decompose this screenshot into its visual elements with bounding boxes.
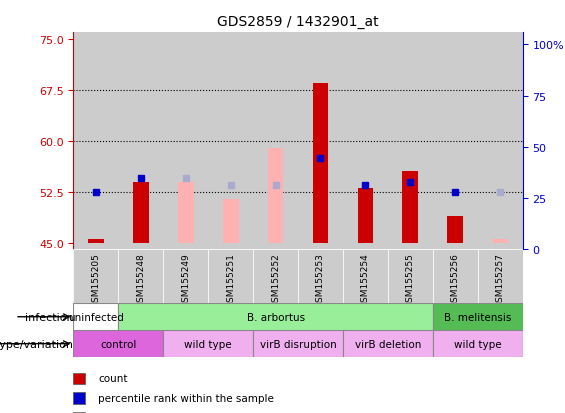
Bar [388, 33, 433, 250]
Bar [163, 330, 253, 357]
Bar [208, 33, 253, 250]
Bar [433, 33, 478, 250]
Bar [163, 33, 208, 250]
Bar [433, 330, 523, 357]
Bar [343, 33, 388, 250]
Bar [119, 33, 163, 250]
Bar [73, 33, 119, 250]
Bar [433, 33, 478, 250]
Bar [163, 33, 208, 250]
Bar [343, 330, 433, 357]
Bar [253, 250, 298, 304]
Text: GSM155254: GSM155254 [361, 253, 370, 307]
Text: GSM155248: GSM155248 [136, 253, 145, 307]
Bar [343, 33, 388, 250]
Bar [73, 392, 85, 404]
Text: GSM155251: GSM155251 [226, 253, 235, 307]
Bar [298, 33, 343, 250]
Text: GSM155256: GSM155256 [451, 253, 460, 307]
Bar [298, 250, 343, 304]
Text: GSM155205: GSM155205 [92, 253, 101, 307]
Bar [388, 250, 433, 304]
Bar [388, 33, 433, 250]
Bar [492, 240, 508, 243]
Bar [223, 199, 238, 243]
Bar [208, 33, 253, 250]
Bar [163, 33, 208, 250]
Bar [478, 250, 523, 304]
Bar [163, 250, 208, 304]
Bar [73, 304, 119, 330]
Bar [73, 33, 119, 250]
Text: genotype/variation: genotype/variation [0, 339, 73, 349]
Bar [208, 33, 253, 250]
Bar [298, 33, 343, 250]
Bar [133, 182, 149, 243]
Text: virB deletion: virB deletion [355, 339, 421, 349]
Bar [298, 33, 343, 250]
Text: GSM155249: GSM155249 [181, 253, 190, 307]
Bar [402, 172, 418, 243]
Bar [447, 216, 463, 243]
Bar [119, 33, 163, 250]
Text: percentile rank within the sample: percentile rank within the sample [98, 393, 274, 403]
Text: GSM155255: GSM155255 [406, 253, 415, 307]
Text: wild type: wild type [184, 339, 232, 349]
Bar [253, 330, 343, 357]
Text: uninfected: uninfected [68, 312, 124, 322]
Bar [478, 33, 523, 250]
Bar [119, 33, 163, 250]
Bar [73, 250, 119, 304]
Text: control: control [100, 339, 137, 349]
Text: B. arbortus: B. arbortus [246, 312, 305, 322]
Bar [119, 250, 163, 304]
Bar [73, 412, 85, 413]
Bar [73, 330, 163, 357]
Bar [433, 250, 478, 304]
Bar [478, 33, 523, 250]
Bar [253, 33, 298, 250]
Bar [73, 33, 119, 250]
Bar [253, 33, 298, 250]
Bar [433, 304, 523, 330]
Bar [388, 33, 433, 250]
Bar [343, 33, 388, 250]
Bar [478, 33, 523, 250]
Bar [208, 250, 253, 304]
Bar [73, 373, 85, 384]
Bar [178, 182, 194, 243]
Bar [312, 84, 328, 243]
Text: count: count [98, 373, 128, 383]
Text: B. melitensis: B. melitensis [444, 312, 511, 322]
Title: GDS2859 / 1432901_at: GDS2859 / 1432901_at [217, 15, 379, 29]
Text: GSM155253: GSM155253 [316, 253, 325, 307]
Bar [268, 148, 284, 243]
Bar [119, 304, 433, 330]
Bar [253, 33, 298, 250]
Text: GSM155252: GSM155252 [271, 253, 280, 307]
Text: wild type: wild type [454, 339, 502, 349]
Bar [88, 240, 104, 243]
Bar [343, 250, 388, 304]
Bar [358, 189, 373, 243]
Text: GSM155257: GSM155257 [496, 253, 505, 307]
Text: infection: infection [25, 312, 73, 322]
Bar [433, 33, 478, 250]
Text: virB disruption: virB disruption [260, 339, 336, 349]
